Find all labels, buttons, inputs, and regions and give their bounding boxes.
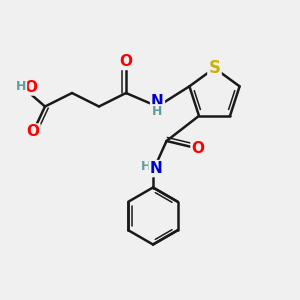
Text: O: O xyxy=(191,141,205,156)
Text: O: O xyxy=(26,124,40,140)
Text: O: O xyxy=(119,54,133,69)
Text: H: H xyxy=(16,80,26,94)
Text: O: O xyxy=(24,80,38,94)
Text: N: N xyxy=(150,161,162,176)
Text: S: S xyxy=(208,59,220,77)
Text: N: N xyxy=(151,94,164,110)
Text: H: H xyxy=(141,160,152,173)
Text: H: H xyxy=(152,105,163,118)
